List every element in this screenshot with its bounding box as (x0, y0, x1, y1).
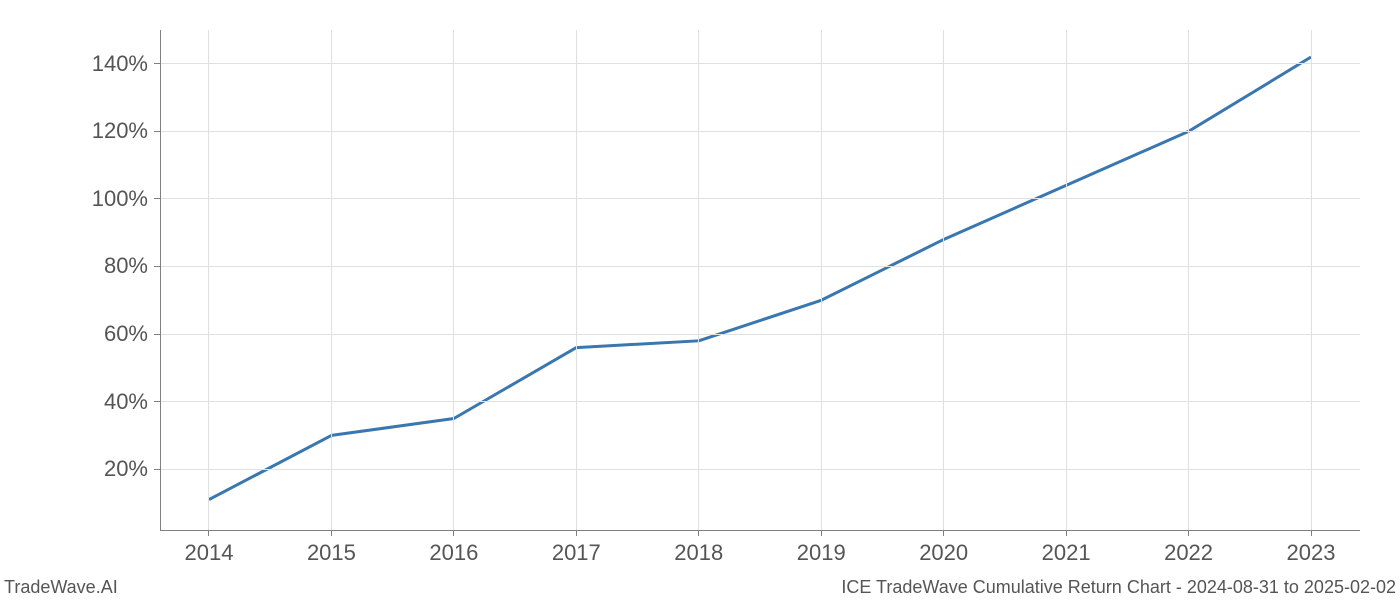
grid-line-vertical (208, 30, 209, 530)
x-tick-mark (453, 530, 454, 536)
x-tick-label: 2022 (1159, 540, 1219, 566)
chart-svg (0, 0, 1400, 600)
line-chart: TradeWave.AI ICE TradeWave Cumulative Re… (0, 0, 1400, 600)
grid-line-horizontal (160, 401, 1360, 402)
grid-line-horizontal (160, 63, 1360, 64)
y-tick-label: 140% (92, 51, 148, 77)
grid-line-horizontal (160, 266, 1360, 267)
y-tick-label: 120% (92, 118, 148, 144)
y-tick-label: 60% (104, 321, 148, 347)
grid-line-vertical (576, 30, 577, 530)
x-tick-mark (331, 530, 332, 536)
grid-line-horizontal (160, 469, 1360, 470)
grid-line-vertical (821, 30, 822, 530)
grid-line-vertical (331, 30, 332, 530)
x-tick-label: 2018 (669, 540, 729, 566)
x-tick-label: 2020 (914, 540, 974, 566)
x-axis-spine (160, 530, 1360, 531)
x-tick-mark (698, 530, 699, 536)
x-tick-label: 2015 (301, 540, 361, 566)
x-tick-mark (821, 530, 822, 536)
footer-left-label: TradeWave.AI (4, 577, 118, 598)
y-axis-spine (160, 30, 161, 530)
y-tick-label: 20% (104, 456, 148, 482)
footer-right-label: ICE TradeWave Cumulative Return Chart - … (841, 577, 1396, 598)
grid-line-horizontal (160, 131, 1360, 132)
y-tick-label: 40% (104, 389, 148, 415)
x-tick-label: 2019 (791, 540, 851, 566)
x-tick-mark (576, 530, 577, 536)
x-tick-label: 2014 (179, 540, 239, 566)
grid-line-vertical (943, 30, 944, 530)
x-tick-mark (1188, 530, 1189, 536)
data-series-line (209, 57, 1311, 500)
y-tick-label: 80% (104, 253, 148, 279)
x-tick-mark (943, 530, 944, 536)
grid-line-vertical (1066, 30, 1067, 530)
x-tick-mark (1066, 530, 1067, 536)
grid-line-vertical (453, 30, 454, 530)
grid-line-horizontal (160, 334, 1360, 335)
x-tick-label: 2021 (1036, 540, 1096, 566)
x-tick-mark (1311, 530, 1312, 536)
grid-line-vertical (1311, 30, 1312, 530)
x-tick-label: 2017 (546, 540, 606, 566)
grid-line-vertical (1188, 30, 1189, 530)
x-tick-mark (208, 530, 209, 536)
x-tick-label: 2016 (424, 540, 484, 566)
x-tick-label: 2023 (1281, 540, 1341, 566)
grid-line-horizontal (160, 198, 1360, 199)
grid-line-vertical (698, 30, 699, 530)
y-tick-label: 100% (92, 186, 148, 212)
